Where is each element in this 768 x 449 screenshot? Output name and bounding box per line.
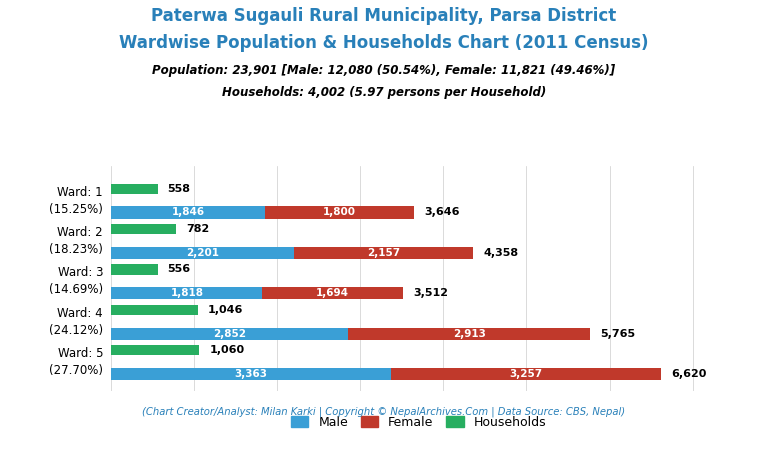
Bar (111, 305, 198, 315)
Text: 3,257: 3,257 (509, 369, 542, 379)
Text: 1,818: 1,818 (170, 288, 204, 298)
Text: 6,620: 6,620 (671, 369, 707, 379)
Text: Wardwise Population & Households Chart (2011 Census): Wardwise Population & Households Chart (… (119, 34, 649, 52)
Text: 2,201: 2,201 (186, 248, 219, 258)
Text: Households: 4,002 (5.97 persons per Household): Households: 4,002 (5.97 persons per Hous… (222, 86, 546, 99)
Text: Population: 23,901 [Male: 12,080 (50.54%), Female: 11,821 (49.46%)]: Population: 23,901 [Male: 12,080 (50.54%… (152, 64, 616, 77)
Text: 2,852: 2,852 (214, 329, 247, 339)
Bar (348, 328, 590, 340)
Bar (265, 207, 414, 219)
Bar (111, 287, 263, 299)
Bar (111, 207, 265, 219)
Bar (111, 368, 391, 380)
Legend: Male, Female, Households: Male, Female, Households (286, 411, 551, 434)
Text: 5,765: 5,765 (600, 329, 635, 339)
Text: 4,358: 4,358 (483, 248, 518, 258)
Bar (111, 184, 157, 194)
Text: 1,846: 1,846 (171, 207, 204, 217)
Text: 1,046: 1,046 (208, 305, 243, 315)
Text: Paterwa Sugauli Rural Municipality, Parsa District: Paterwa Sugauli Rural Municipality, Pars… (151, 7, 617, 25)
Text: (Chart Creator/Analyst: Milan Karki | Copyright © NepalArchives.Com | Data Sourc: (Chart Creator/Analyst: Milan Karki | Co… (142, 406, 626, 417)
Bar (111, 328, 348, 340)
Text: 1,694: 1,694 (316, 288, 349, 298)
Bar (391, 368, 661, 380)
Bar (294, 247, 473, 259)
Bar (111, 345, 200, 356)
Text: 558: 558 (167, 184, 190, 194)
Bar (263, 287, 403, 299)
Bar (111, 247, 294, 259)
Text: 2,913: 2,913 (452, 329, 485, 339)
Text: 782: 782 (187, 224, 210, 234)
Text: 1,800: 1,800 (323, 207, 356, 217)
Text: 556: 556 (167, 264, 190, 274)
Text: 1,060: 1,060 (210, 345, 244, 355)
Bar (111, 264, 157, 274)
Bar (111, 224, 177, 234)
Text: 3,512: 3,512 (413, 288, 448, 298)
Text: 3,646: 3,646 (424, 207, 459, 217)
Text: 2,157: 2,157 (367, 248, 400, 258)
Text: 3,363: 3,363 (234, 369, 267, 379)
